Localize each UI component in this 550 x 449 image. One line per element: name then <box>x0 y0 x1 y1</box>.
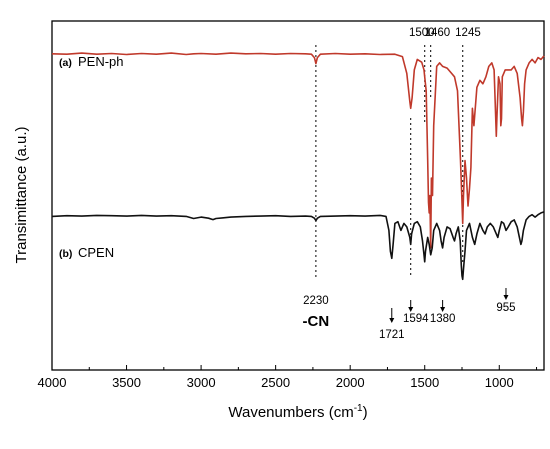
series-line-0 <box>51 52 545 249</box>
arrow-head-1721 <box>389 318 395 323</box>
annotation-1380: 1380 <box>430 313 456 325</box>
arrow-head-1594 <box>408 307 414 312</box>
x-tick-label: 2500 <box>261 375 290 390</box>
series-a-label: PEN-ph <box>78 54 124 69</box>
annotation-1594: 1594 <box>403 313 429 325</box>
annotation-1245: 1245 <box>455 27 481 39</box>
arrow-head-1380 <box>440 307 446 312</box>
x-tick-label: 3000 <box>187 375 216 390</box>
x-axis-title-main: Wavenumbers (cm <box>228 404 353 421</box>
x-axis-title-sup: -1 <box>354 403 363 414</box>
reference-lines <box>315 45 464 280</box>
annotation-2230: 2230 <box>303 295 329 307</box>
series-b-label: CPEN <box>78 245 114 260</box>
x-tick-label: 1000 <box>485 375 514 390</box>
x-tick-label: 2000 <box>336 375 365 390</box>
x-tick-label: 3500 <box>112 375 141 390</box>
x-tick-label: 1500 <box>410 375 439 390</box>
plot-frame <box>51 20 545 371</box>
series-b-prefix: (b) <box>59 248 72 260</box>
x-axis-title: Wavenumbers (cm-1) <box>228 403 367 421</box>
series-a-prefix: (a) <box>59 57 72 69</box>
annotation-1721: 1721 <box>379 329 405 341</box>
x-ticks: 4000 3500 3000 2500 2000 1500 1000 <box>38 365 538 390</box>
x-axis-title-close: ) <box>363 404 368 421</box>
annotation-955: 955 <box>496 302 515 314</box>
y-axis-title: Transimittance (a.u.) <box>13 127 30 264</box>
arrow-head-955 <box>503 295 509 300</box>
x-tick-label: 4000 <box>38 375 67 390</box>
annotation-1460: 1460 <box>425 27 451 39</box>
series-group <box>51 52 545 281</box>
series-line-1 <box>51 211 545 281</box>
annotation-CN: -CN <box>303 313 330 330</box>
annotation-1500: 1500 <box>409 27 435 39</box>
